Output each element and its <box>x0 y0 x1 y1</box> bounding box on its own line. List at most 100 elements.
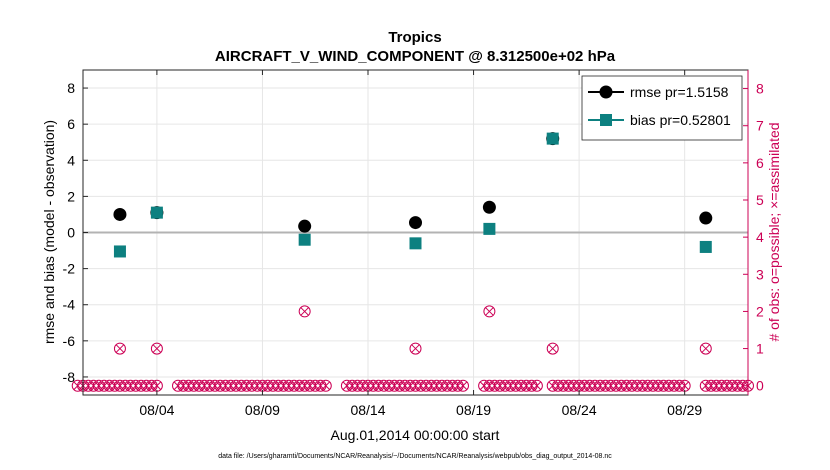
obs-count-marker-zero <box>298 379 311 392</box>
data-file-footer: data file: /Users/gharamti/Documents/NCA… <box>218 453 612 460</box>
y-right-tick-label: 8 <box>756 81 764 97</box>
legend-bias-label: bias pr=0.52801 <box>630 112 731 128</box>
y-right-tick-label: 0 <box>756 378 764 394</box>
y-right-tick-label: 7 <box>756 118 764 134</box>
y-left-tick-label: 8 <box>67 80 75 96</box>
obs-count-marker-zero <box>699 379 712 392</box>
bias-point <box>483 222 496 235</box>
obs-count-marker <box>699 342 712 355</box>
bias-point <box>150 206 163 219</box>
y-right-axis-ticks: 0 1 2 3 4 5 6 7 8 <box>743 70 764 395</box>
obs-assimilated-x <box>152 381 162 391</box>
bias-point <box>113 245 126 258</box>
obs-assimilated-x <box>458 381 468 391</box>
y-left-tick-label: 0 <box>67 225 75 241</box>
obs-count-marker <box>113 342 126 355</box>
legend: rmse pr=1.5158 bias pr=0.52801 <box>581 75 743 141</box>
obs-possible-circle <box>298 379 311 392</box>
x-axis-ticks: 08/04 08/09 08/14 08/19 08/24 08/29 <box>139 70 702 418</box>
y-right-tick-label: 4 <box>756 229 764 245</box>
obs-count-marker-zero <box>113 379 126 392</box>
obs-possible-circle <box>150 342 163 355</box>
x-axis-label: Aug.01,2014 00:00:00 start <box>331 427 500 443</box>
y-right-axis-label: # of obs: o=possible; ×=assimilated <box>766 122 782 341</box>
obs-possible-circle <box>699 379 712 392</box>
obs-assimilated-x <box>115 381 125 391</box>
obs-assimilated-x <box>152 344 162 353</box>
obs-assimilated-x <box>321 381 331 391</box>
obs-assimilated-x <box>300 307 310 316</box>
obs-assimilated-x <box>115 344 125 353</box>
obs-count-marker <box>483 305 496 318</box>
obs-possible-circle <box>483 379 496 392</box>
obs-count-marker-zero <box>483 379 496 392</box>
y-left-tick-label: -8 <box>63 369 76 385</box>
x-tick-label: 08/14 <box>350 402 385 418</box>
obs-assimilated-x <box>701 381 711 391</box>
legend-bias-marker <box>600 114 612 126</box>
y-right-tick-label: 3 <box>756 266 764 282</box>
obs-assimilated-x <box>485 307 494 316</box>
obs-assimilated-x <box>548 344 558 353</box>
rmse-point <box>699 211 713 225</box>
y-left-tick-label: -6 <box>63 333 76 349</box>
rmse-point <box>409 216 422 230</box>
obs-assimilated-x <box>485 381 494 391</box>
bias-point <box>699 240 712 253</box>
obs-possible-circle <box>409 342 422 355</box>
obs-count-marker-zero <box>457 379 469 392</box>
obs-count-markers <box>71 305 754 392</box>
obs-possible-circle <box>113 379 126 392</box>
bias-point <box>298 233 311 246</box>
obs-possible-circle <box>298 305 311 318</box>
obs-possible-circle <box>483 305 496 318</box>
obs-count-marker-zero <box>530 379 543 392</box>
x-tick-label: 08/24 <box>562 402 597 418</box>
obs-assimilated-x <box>411 344 420 353</box>
obs-count-marker <box>298 305 311 318</box>
x-tick-label: 08/09 <box>245 402 280 418</box>
obs-possible-circle <box>546 342 559 355</box>
rmse-point <box>482 200 496 214</box>
obs-possible-circle <box>457 379 469 392</box>
x-tick-label: 08/29 <box>667 402 702 418</box>
obs-assimilated-x <box>701 344 711 353</box>
x-tick-label: 08/04 <box>139 402 174 418</box>
legend-rmse-marker <box>599 85 613 99</box>
y-right-tick-label: 5 <box>756 192 764 208</box>
y-left-tick-label: 2 <box>67 188 75 204</box>
bias-point <box>546 132 559 145</box>
y-left-tick-label: -2 <box>63 261 76 277</box>
bias-point <box>409 237 422 250</box>
y-left-tick-label: 6 <box>67 116 75 132</box>
obs-possible-circle <box>409 379 422 392</box>
obs-count-marker <box>409 342 422 355</box>
rmse-point <box>113 207 127 221</box>
y-right-tick-label: 2 <box>756 303 764 319</box>
y-right-tick-label: 6 <box>756 155 764 171</box>
legend-rmse-label: rmse pr=1.5158 <box>630 84 729 100</box>
y-left-tick-label: -4 <box>63 297 76 313</box>
obs-possible-circle <box>699 342 712 355</box>
series-markers <box>113 132 713 258</box>
obs-possible-circle <box>319 379 332 392</box>
y-left-tick-label: 4 <box>67 152 75 168</box>
obs-count-marker <box>150 342 163 355</box>
obs-assimilated-x <box>532 381 542 391</box>
chart-title-line1: Tropics <box>388 29 441 46</box>
chart-title-line2: AIRCRAFT_V_WIND_COMPONENT @ 8.312500e+02… <box>215 48 616 65</box>
obs-count-marker-zero <box>409 379 422 392</box>
obs-count-marker-zero <box>546 379 559 392</box>
obs-count-marker <box>546 342 559 355</box>
rmse-point <box>298 219 312 233</box>
obs-assimilated-x <box>411 381 420 391</box>
obs-assimilated-x <box>680 381 690 391</box>
y-left-axis-label: rmse and bias (model - observation) <box>41 120 57 344</box>
obs-assimilated-x <box>300 381 310 391</box>
obs-possible-circle <box>113 342 126 355</box>
obs-count-marker-zero <box>319 379 332 392</box>
y-right-tick-label: 1 <box>756 341 764 357</box>
y-left-axis-ticks: -8 -6 -4 -2 0 2 4 6 8 <box>63 80 88 385</box>
obs-assimilated-x <box>548 381 558 391</box>
